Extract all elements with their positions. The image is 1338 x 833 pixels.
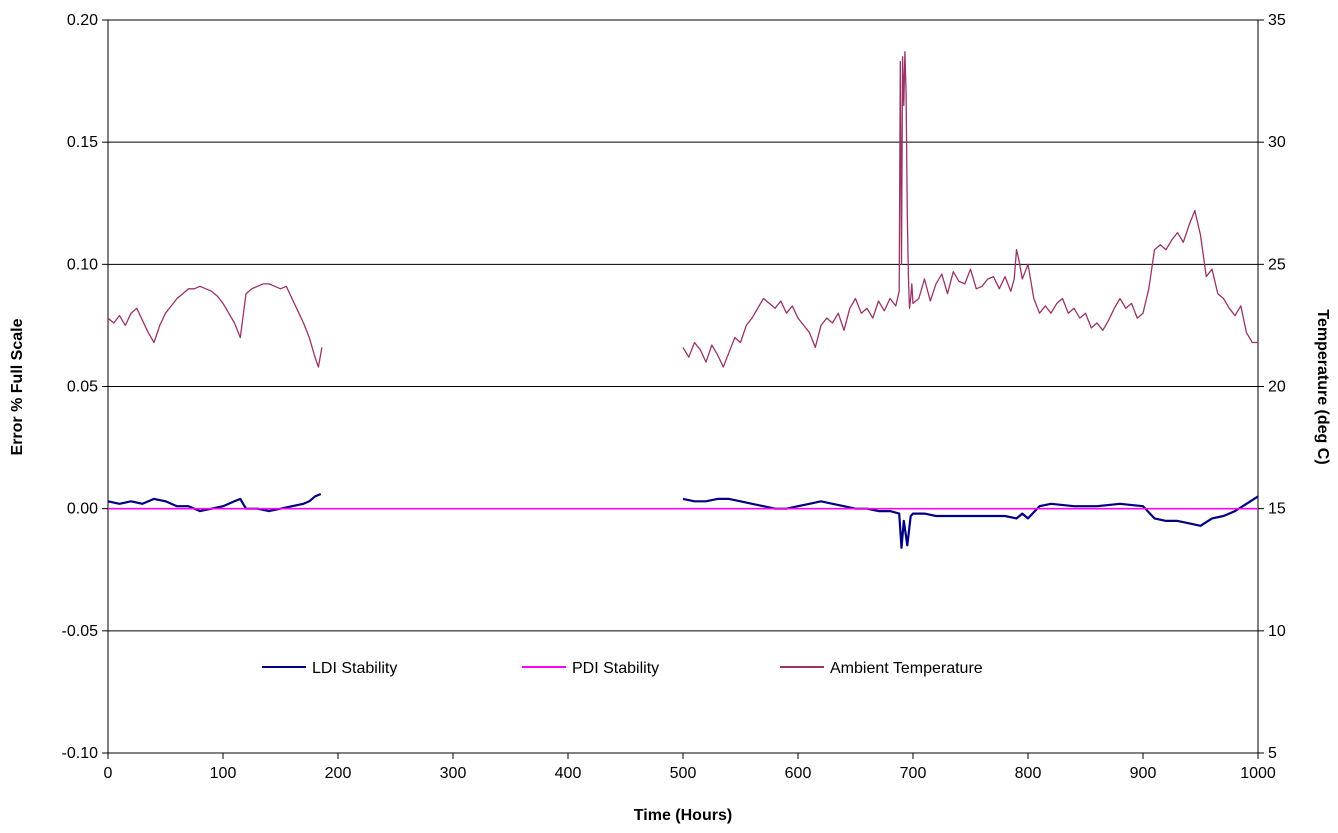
legend-label-pdi-stability: PDI Stability (572, 660, 659, 677)
x-tick-label: 800 (1015, 765, 1042, 782)
legend: LDI Stability PDI Stability Ambient Temper… (262, 660, 983, 677)
x-tick-label: 200 (325, 765, 352, 782)
y2-tick-label: 30 (1268, 134, 1286, 151)
series-line-ldi-stability (107, 492, 322, 513)
x-axis-title: Time (Hours) (634, 807, 732, 824)
y-tick-label: 0.15 (67, 134, 98, 151)
series-line-ambient-temperature (107, 283, 323, 368)
x-tick-label: 900 (1130, 765, 1157, 782)
y2-tick-label: 35 (1268, 12, 1286, 29)
y2-tick-label: 10 (1268, 623, 1286, 640)
y2-tick-label: 15 (1268, 501, 1286, 518)
y2-tick-label: 5 (1268, 745, 1277, 762)
axes: -0.10 -0.05 0.00 0.05 0.10 0.15 0.20 5 10 15 20 25 3… (62, 12, 1286, 782)
x-tick-label: 600 (785, 765, 812, 782)
legend-label-ambient-temperature: Ambient Temperature (830, 660, 983, 677)
series-line-ldi-stability (682, 495, 1259, 549)
series-line-ambient-temperature (682, 51, 1258, 368)
y-tick-label: -0.10 (62, 745, 99, 762)
y-tick-label: 0.00 (67, 501, 98, 518)
y-axis-title: Error % Full Scale (9, 318, 26, 455)
x-tick-label: 100 (210, 765, 237, 782)
x-tick-label: 500 (670, 765, 697, 782)
gridlines (108, 19, 1258, 632)
y-tick-label: -0.05 (62, 623, 99, 640)
x-tick-label: 700 (900, 765, 927, 782)
legend-label-ldi-stability: LDI Stability (312, 660, 397, 677)
y-tick-label: 0.05 (67, 379, 98, 396)
x-tick-label: 400 (555, 765, 582, 782)
y-tick-label: 0.10 (67, 256, 98, 273)
y-tick-label: 0.20 (67, 12, 98, 29)
x-tick-label: 1000 (1240, 765, 1276, 782)
plot-series (107, 51, 1259, 549)
x-tick-label: 300 (440, 765, 467, 782)
x-tick-label: 0 (104, 765, 113, 782)
y2-tick-label: 25 (1268, 256, 1286, 273)
y2-tick-label: 20 (1268, 379, 1286, 396)
y2-axis-title: Temperature (deg C) (1314, 309, 1331, 464)
